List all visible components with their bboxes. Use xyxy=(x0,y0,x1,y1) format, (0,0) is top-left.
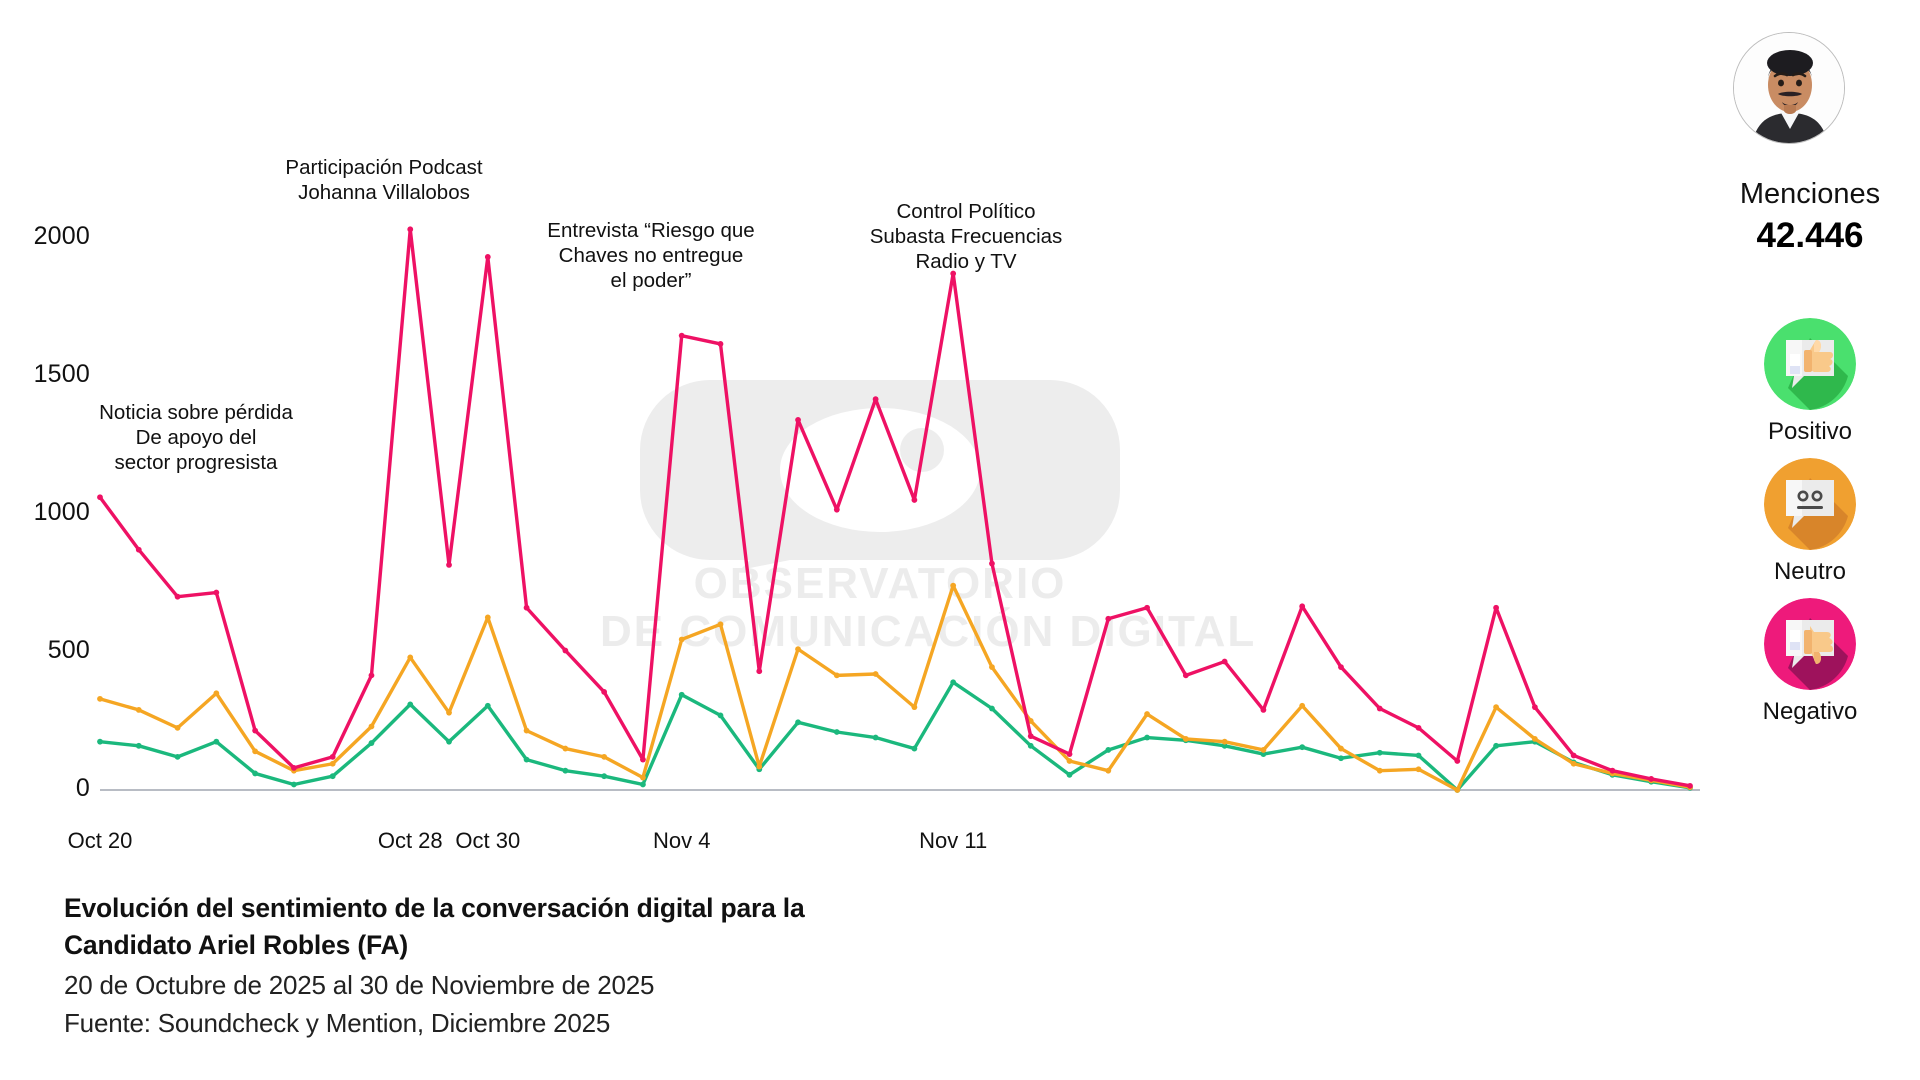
series-negativo xyxy=(97,226,1693,789)
x-tick-nov-4: Nov 4 xyxy=(652,828,711,853)
footer-subtitle-line2: Fuente: Soundcheck y Mention, Diciembre … xyxy=(64,1008,611,1038)
y-tick-2000: 2000 xyxy=(33,221,90,250)
legend-item-negativo[interactable]: Negativo xyxy=(1700,598,1920,726)
chart-plot xyxy=(97,226,1700,793)
footer-title-line2: Candidato Ariel Robles (FA) xyxy=(64,930,409,960)
annot-entrevista: Entrevista “Riesgo que Chaves no entregue… xyxy=(547,219,755,292)
legend-label-positivo: Positivo xyxy=(1767,418,1853,445)
thumbs-up-speech-bubble-icon xyxy=(1764,318,1856,410)
y-tick-1500: 1500 xyxy=(33,359,90,388)
annot-perdida: Noticia sobre pérdida De apoyo del sector … xyxy=(99,401,293,474)
x-tick-oct-20: Oct 20 xyxy=(67,828,133,853)
menciones-label: Menciones xyxy=(1739,178,1881,210)
legend-item-neutro[interactable]: Neutro xyxy=(1700,458,1920,586)
x-tick-oct-28: Oct 28 xyxy=(377,828,443,853)
legend-item-positivo[interactable]: Positivo xyxy=(1700,318,1920,446)
legend-label-negativo: Negativo xyxy=(1762,698,1858,725)
footer-subtitle-line1: 20 de Octubre de 2025 al 30 de Noviembre… xyxy=(64,970,655,1000)
y-tick-0: 0 xyxy=(75,774,90,802)
neutral-face-speech-bubble-icon xyxy=(1764,458,1856,550)
series-neutro xyxy=(97,582,1693,793)
annot-podcast: Participación Podcast Johanna Villalobos xyxy=(285,156,483,204)
annot-control: Control Político Subasta Frecuencias Radio… xyxy=(869,200,1063,273)
sentiment-line-chart: OBSERVATORIO DE COMUNICACIÓN DIGITAL 0 50… xyxy=(33,156,1700,853)
x-tick-nov-11: Nov 11 xyxy=(919,828,988,853)
candidate-avatar xyxy=(1733,32,1845,144)
series-layer xyxy=(97,226,1693,793)
x-tick-oct-30: Oct 30 xyxy=(455,828,521,853)
y-tick-1000: 1000 xyxy=(33,497,90,526)
avatar-portrait-icon xyxy=(1734,33,1844,143)
side-panel: Menciones 42.446 Positivo xyxy=(1700,0,1920,880)
footer-title-line1: Evolución del sentimiento de la conversa… xyxy=(64,893,805,923)
y-tick-500: 500 xyxy=(47,635,90,664)
menciones-value: 42.446 xyxy=(1756,216,1864,255)
series-positivo xyxy=(97,679,1693,793)
footer: Evolución del sentimiento de la conversa… xyxy=(0,880,1920,1080)
thumbs-down-speech-bubble-icon xyxy=(1764,598,1856,690)
legend-label-neutro: Neutro xyxy=(1773,558,1847,585)
